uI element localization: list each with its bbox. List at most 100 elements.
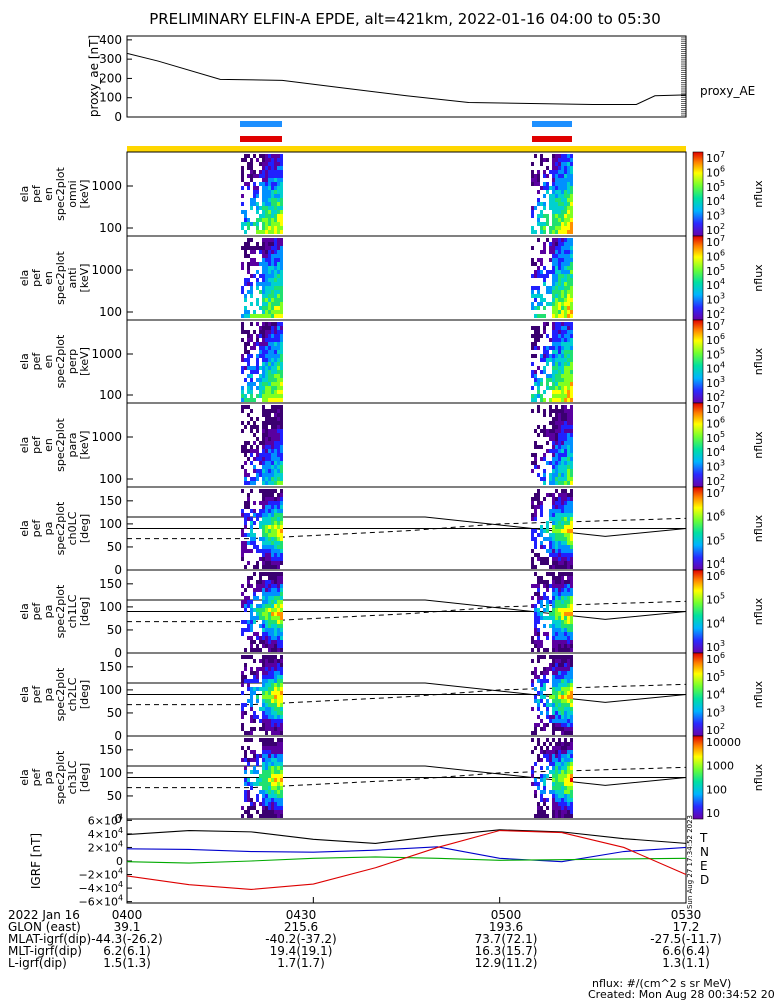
spectrogram-cell xyxy=(244,278,247,282)
igrf-series-N xyxy=(126,846,687,863)
spectrogram-cell xyxy=(540,576,543,580)
spectrogram-cell xyxy=(531,596,534,600)
spectrogram-cell xyxy=(253,330,256,334)
spectrogram-cell xyxy=(274,580,277,584)
panel-ylabel: spec2plot xyxy=(54,334,67,388)
spectrogram-cell xyxy=(537,592,540,596)
spectrogram-cell xyxy=(534,537,537,541)
spectrogram-cell xyxy=(268,557,271,561)
loss-cone-line xyxy=(127,516,687,537)
spectrogram-cell xyxy=(265,640,268,644)
spectrogram-cell xyxy=(561,246,564,250)
spectrogram-cell xyxy=(570,358,573,362)
colorbar-tick: 105 xyxy=(706,669,725,684)
spectrogram-cell xyxy=(555,382,558,386)
science-zone-bar-blue xyxy=(240,121,282,127)
spectrogram-cell xyxy=(268,711,271,715)
spectrogram-cell xyxy=(543,298,546,302)
spectrogram-cell xyxy=(265,774,268,778)
spectrogram-cell xyxy=(558,612,561,616)
spectrogram-cell xyxy=(256,679,259,683)
spectrogram-cell xyxy=(540,226,543,230)
footer-cell: 0530 xyxy=(670,908,702,922)
spectrogram-cell xyxy=(564,517,567,521)
spectrogram-cell xyxy=(552,770,555,774)
spectrogram-cell xyxy=(274,198,277,202)
spectrogram-cell xyxy=(534,453,537,457)
spectrogram-cell xyxy=(561,711,564,715)
spectrogram-cell xyxy=(271,782,274,786)
spectrogram-cell xyxy=(555,616,558,620)
spectrogram-cell xyxy=(280,413,283,417)
spectrogram-cell xyxy=(534,541,537,545)
spectrogram-cell xyxy=(549,405,552,409)
spectrogram-cell xyxy=(271,489,274,493)
spectrogram-cell xyxy=(250,727,253,731)
spectrogram-cell xyxy=(549,429,552,433)
spectrogram-cell xyxy=(564,254,567,258)
spectrogram-cell xyxy=(274,675,277,679)
colorbar xyxy=(692,486,704,571)
spectrogram-cell xyxy=(250,529,253,533)
spectrogram-cell xyxy=(531,683,534,687)
spectrogram-cell xyxy=(265,413,268,417)
spectrogram-cell xyxy=(534,517,537,521)
spectrogram-cell xyxy=(241,314,244,318)
spectrogram-cell xyxy=(570,493,573,497)
spectrogram-cell xyxy=(552,461,555,465)
spectrogram-cell xyxy=(570,469,573,473)
spectrogram-cell xyxy=(280,802,283,806)
spectrogram-cell xyxy=(549,758,552,762)
colorbar xyxy=(692,151,704,237)
spectrogram-cell xyxy=(537,738,540,742)
igrf-ytick: −2×104 xyxy=(79,867,123,882)
spectrogram-cell xyxy=(241,711,244,715)
spectrogram-cell xyxy=(265,206,268,210)
spectrogram-cell xyxy=(277,703,280,707)
spectrogram-cell xyxy=(250,286,253,290)
spectrogram-cell xyxy=(256,226,259,230)
spectrogram-cell xyxy=(549,572,552,576)
spectrogram-cell xyxy=(567,417,570,421)
spectrogram-cell xyxy=(265,433,268,437)
spectrogram-cell xyxy=(540,202,543,206)
spectrogram-cell xyxy=(250,786,253,790)
spectrogram-cell xyxy=(537,465,540,469)
spectrogram-cell xyxy=(277,493,280,497)
spectrogram-cell xyxy=(543,778,546,782)
spectrogram-cell xyxy=(549,667,552,671)
spectrogram-cell xyxy=(543,477,546,481)
spectrogram-cell xyxy=(567,314,570,318)
spectrogram-cell xyxy=(262,306,265,310)
footer-cell: 1.5(1.3) xyxy=(103,956,151,970)
spectrogram-cell xyxy=(247,473,250,477)
spectrogram-cell xyxy=(265,592,268,596)
spectrogram-cell xyxy=(549,695,552,699)
spectrogram-cell xyxy=(277,186,280,190)
spectrogram-cell xyxy=(268,174,271,178)
spectrogram-cell xyxy=(262,374,265,378)
spectrogram-cell xyxy=(540,695,543,699)
spectrogram-cell xyxy=(277,521,280,525)
spectrogram-cell xyxy=(265,238,268,242)
spectrogram-cell xyxy=(268,719,271,723)
spectrogram-cell xyxy=(564,493,567,497)
spectrogram-cell xyxy=(537,608,540,612)
spectrogram-cell xyxy=(537,703,540,707)
panel-ytick: 50 xyxy=(107,706,122,720)
spectrogram-cell xyxy=(561,533,564,537)
spectrogram-cell xyxy=(268,306,271,310)
spectrogram-cell xyxy=(558,481,561,485)
spectrogram-cell xyxy=(280,754,283,758)
spectrogram-cell xyxy=(280,723,283,727)
panel-ylabel: perp xyxy=(66,349,79,374)
spectrogram-cell xyxy=(564,158,567,162)
spectrogram-cell xyxy=(256,648,259,652)
spectrogram-cell xyxy=(262,174,265,178)
colorbar-label: nflux xyxy=(752,264,765,292)
spectrogram-cell xyxy=(570,699,573,703)
spectrogram-cell xyxy=(271,314,274,318)
spectrogram-cell xyxy=(247,481,250,485)
spectrogram-cell xyxy=(262,334,265,338)
spectrogram-cell xyxy=(531,258,534,262)
